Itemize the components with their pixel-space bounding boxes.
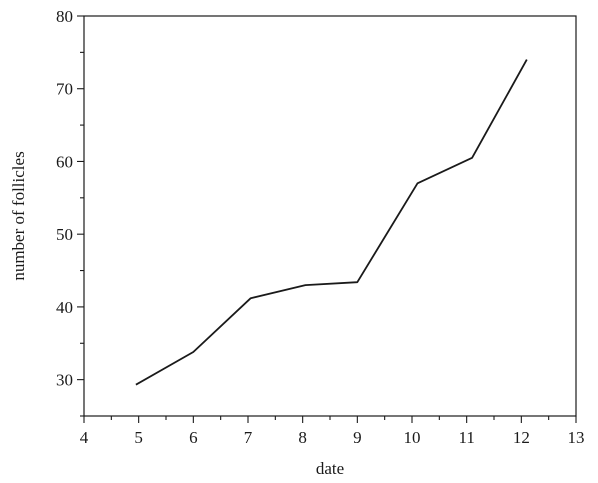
x-tick-label: 10 <box>404 428 421 447</box>
x-tick-label: 11 <box>458 428 474 447</box>
x-tick-label: 8 <box>298 428 307 447</box>
y-tick-label: 70 <box>56 80 73 99</box>
x-tick-label: 13 <box>568 428 585 447</box>
y-axis-label: number of follicles <box>9 151 28 280</box>
y-tick-label: 30 <box>56 371 73 390</box>
x-tick-label: 5 <box>134 428 143 447</box>
x-tick-label: 9 <box>353 428 362 447</box>
x-tick-label: 4 <box>80 428 89 447</box>
y-tick-label: 80 <box>56 7 73 26</box>
plot-frame <box>83 15 577 417</box>
x-tick-label: 7 <box>244 428 253 447</box>
x-tick-label: 12 <box>513 428 530 447</box>
x-tick-label: 6 <box>189 428 198 447</box>
y-tick-label: 60 <box>56 152 73 171</box>
x-axis-label: date <box>316 459 344 478</box>
series-layer <box>135 59 528 386</box>
ticks-layer: 4 5 6 7 8 9 10 11 12 13 30 40 50 60 70 80 <box>56 7 585 447</box>
series-line <box>135 59 528 386</box>
y-tick-label: 40 <box>56 298 73 317</box>
y-tick-label: 50 <box>56 225 73 244</box>
